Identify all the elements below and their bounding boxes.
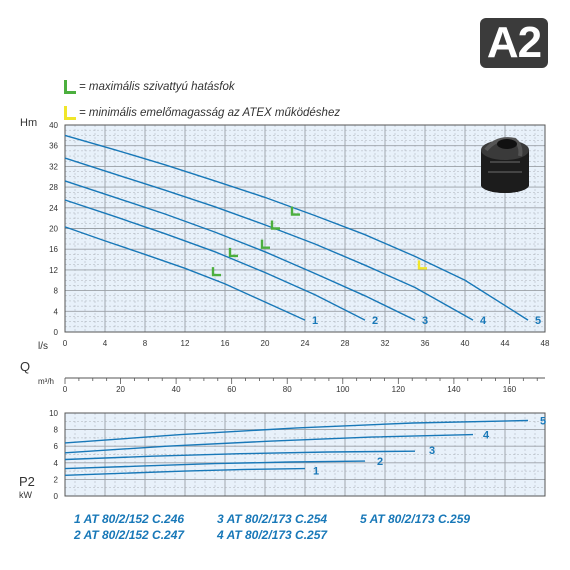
model-group-badge: A2 bbox=[480, 18, 548, 68]
head-x-tick-label: 20 bbox=[261, 339, 270, 348]
power-y-tick-label: 10 bbox=[49, 409, 58, 418]
head-x-tick-label: 40 bbox=[461, 339, 470, 348]
power-y-tick-label: 0 bbox=[54, 492, 59, 501]
head-x-tick-label: 24 bbox=[301, 339, 310, 348]
q-tick-label: 160 bbox=[503, 385, 517, 394]
yellow-marker-icon bbox=[64, 106, 76, 120]
head-x-tick-label: 16 bbox=[221, 339, 230, 348]
head-y-tick-label: 40 bbox=[49, 121, 58, 130]
head-y-tick-label: 8 bbox=[54, 287, 59, 296]
head-x-tick-label: 48 bbox=[541, 339, 550, 348]
head-x-tick-label: 28 bbox=[341, 339, 350, 348]
q-tick-label: 140 bbox=[447, 385, 461, 394]
head-curve-2 bbox=[64, 199, 366, 321]
power-y-tick-label: 6 bbox=[54, 442, 59, 451]
power-y-tick-label: 4 bbox=[54, 459, 59, 468]
power-curve-5 bbox=[64, 419, 529, 444]
min-atex-marker bbox=[417, 260, 427, 270]
head-curves: 1 2 3 4 5 bbox=[64, 134, 541, 327]
power-grid bbox=[64, 412, 546, 497]
head-y-tick-label: 20 bbox=[49, 225, 58, 234]
power-curve-3 bbox=[64, 450, 416, 461]
head-y-tick-label: 36 bbox=[49, 142, 58, 151]
power-curves: 1 2 3 4 5 bbox=[64, 415, 546, 478]
efficiency-markers bbox=[211, 206, 427, 277]
head-x-tick-label: 8 bbox=[143, 339, 148, 348]
head-plot-frame bbox=[64, 124, 546, 333]
head-x-axis-label: l/s bbox=[38, 341, 48, 352]
model-label-4: 4 AT 80/2/173 C.257 bbox=[217, 528, 328, 542]
head-y-tick-label: 4 bbox=[54, 307, 59, 316]
green-marker-icon bbox=[64, 80, 76, 94]
head-y-tick-label: 28 bbox=[49, 183, 58, 192]
power-curve-label-2: 2 bbox=[377, 456, 383, 468]
power-curve-4 bbox=[64, 433, 474, 454]
head-x-tick-label: 0 bbox=[63, 339, 68, 348]
q-axis-title: Q bbox=[20, 359, 30, 374]
max-efficiency-marker bbox=[290, 206, 300, 216]
head-curve-4 bbox=[64, 157, 474, 321]
power-plot-frame bbox=[64, 412, 546, 497]
power-curve-label-5: 5 bbox=[540, 415, 546, 427]
head-curve-3 bbox=[64, 180, 416, 321]
max-efficiency-marker bbox=[260, 239, 270, 249]
legend-min-atex-text: = minimális emelőmagasság az ATEX működé… bbox=[79, 107, 341, 119]
q-tick-label: 120 bbox=[392, 385, 406, 394]
head-x-tick-label: 32 bbox=[381, 339, 390, 348]
legend-min-atex: = minimális emelőmagasság az ATEX működé… bbox=[64, 104, 340, 122]
head-curve-label-4: 4 bbox=[480, 315, 487, 327]
head-curve-label-2: 2 bbox=[372, 315, 378, 327]
q-tick-label: 80 bbox=[283, 385, 292, 394]
flow-m3h-axis: 0 20 40 60 80 100 120 140 160 Qm³/h bbox=[20, 359, 545, 394]
head-y-tick-label: 24 bbox=[49, 204, 58, 213]
head-curve-label-1: 1 bbox=[312, 315, 318, 327]
legend-max-efficiency-text: = maximális szivattyú hatásfok bbox=[79, 81, 235, 93]
model-label-5: 5 AT 80/2/173 C.259 bbox=[360, 512, 471, 526]
model-label-1: 1 AT 80/2/152 C.246 bbox=[74, 512, 185, 526]
power-curve-1 bbox=[64, 467, 306, 476]
model-label-2: 2 AT 80/2/152 C.247 bbox=[74, 528, 185, 542]
power-y-tick-label: 2 bbox=[54, 475, 59, 484]
max-efficiency-marker bbox=[270, 220, 280, 230]
max-efficiency-marker bbox=[211, 267, 221, 277]
legend-max-efficiency: = maximális szivattyú hatásfok bbox=[64, 78, 235, 96]
power-curve-2 bbox=[64, 460, 366, 470]
head-x-tick-label: 36 bbox=[421, 339, 430, 348]
q-tick-label: 100 bbox=[336, 385, 350, 394]
head-y-tick-label: 12 bbox=[49, 266, 58, 275]
head-x-tick-label: 44 bbox=[501, 339, 510, 348]
power-curve-label-1: 1 bbox=[313, 466, 319, 478]
head-y-tick-label: 16 bbox=[49, 245, 58, 254]
power-axis-unit: kW bbox=[19, 490, 33, 500]
head-curve-axes: 0 4 8 12 16 20 24 28 32 36 40 44 4804812162024283236… bbox=[20, 117, 550, 352]
max-efficiency-marker bbox=[228, 247, 238, 258]
head-y-axis-label: Hm bbox=[20, 117, 37, 129]
head-curve-1 bbox=[64, 226, 306, 321]
model-label-3: 3 AT 80/2/173 C.254 bbox=[217, 512, 328, 526]
head-y-tick-label: 32 bbox=[49, 162, 58, 171]
head-curve-grid bbox=[64, 124, 546, 333]
q-tick-label: 0 bbox=[63, 385, 68, 394]
pump-impeller-icon bbox=[481, 137, 529, 193]
power-curve-label-3: 3 bbox=[429, 445, 435, 457]
head-curve-label-5: 5 bbox=[535, 315, 541, 327]
q-tick-label: 60 bbox=[227, 385, 236, 394]
power-y-tick-label: 8 bbox=[54, 426, 59, 435]
head-x-tick-label: 12 bbox=[181, 339, 190, 348]
power-axis-title: P2 bbox=[19, 474, 35, 489]
head-x-tick-label: 4 bbox=[103, 339, 108, 348]
q-tick-label: 20 bbox=[116, 385, 125, 394]
head-curve-5 bbox=[64, 134, 529, 321]
head-y-tick-label: 0 bbox=[54, 328, 59, 337]
q-axis-unit: m³/h bbox=[38, 377, 54, 386]
power-curve-label-4: 4 bbox=[483, 430, 490, 442]
q-tick-label: 40 bbox=[172, 385, 181, 394]
head-curve-label-3: 3 bbox=[422, 315, 428, 327]
